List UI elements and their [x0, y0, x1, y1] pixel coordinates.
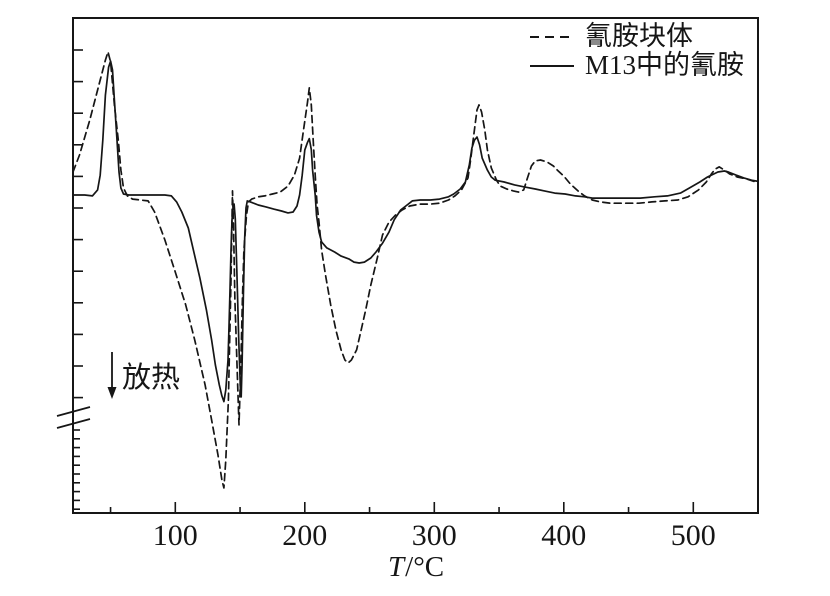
legend: 氰胺块体 M13中的氰胺: [529, 22, 744, 80]
solid-line-sample: [530, 64, 574, 67]
y-axis-break-mark: [56, 418, 91, 429]
x-tick-label: 200: [282, 519, 327, 552]
curve-m13-cyanamide: [72, 60, 758, 403]
legend-label-m13-cyanamide: M13中的氰胺: [585, 50, 745, 80]
legend-label-bulk-cyanamide: 氰胺块体: [585, 21, 693, 51]
exotherm-arrow-head-icon: [107, 387, 117, 399]
exotherm-annotation-label: 放热: [122, 362, 181, 394]
dashed-line-sample: [530, 35, 574, 38]
legend-entry-bulk-cyanamide: 氰胺块体: [529, 22, 744, 51]
curve-bulk-cyanamide: [72, 51, 758, 489]
x-axis-title-unit: /°C: [405, 551, 445, 583]
x-axis-title-symbol: T: [388, 551, 405, 583]
y-axis-break-mark: [56, 406, 91, 417]
x-axis-title: T/°C: [388, 551, 444, 584]
x-tick-label: 100: [153, 519, 198, 552]
legend-entry-m13-cyanamide: M13中的氰胺: [529, 51, 744, 80]
plot-border: [72, 17, 759, 514]
x-tick-label: 400: [541, 519, 586, 552]
x-tick-label: 300: [412, 519, 457, 552]
x-tick-label: 500: [671, 519, 716, 552]
